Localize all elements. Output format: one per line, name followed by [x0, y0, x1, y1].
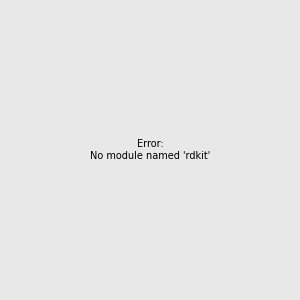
Text: Error:
No module named 'rdkit': Error: No module named 'rdkit'	[90, 139, 210, 161]
